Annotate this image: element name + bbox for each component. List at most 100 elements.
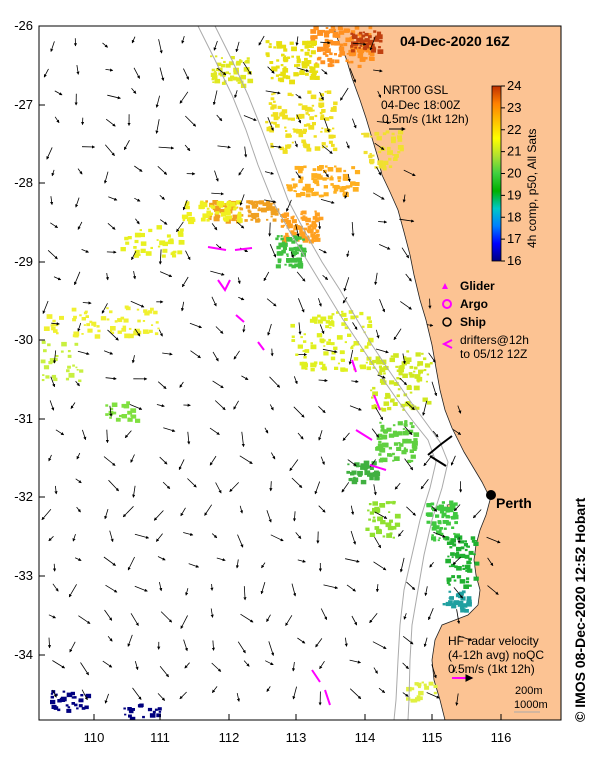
- sst-pixel: [292, 235, 298, 239]
- sst-pixel: [376, 529, 382, 535]
- current-vector: [298, 322, 302, 335]
- sst-pixel: [453, 579, 457, 582]
- sst-pixel: [305, 112, 309, 115]
- current-vector: [266, 686, 271, 692]
- current-vector: [54, 116, 60, 124]
- sst-pixel: [210, 72, 216, 77]
- sst-pixel: [341, 310, 344, 313]
- sst-pixel: [291, 335, 295, 338]
- sst-pixel: [331, 313, 335, 316]
- sst-pixel: [442, 603, 446, 606]
- sst-pixel: [282, 149, 288, 154]
- sst-pixel: [282, 114, 288, 120]
- sst-pixel: [247, 214, 252, 218]
- sst-pixel: [289, 41, 294, 45]
- current-vector: [43, 68, 49, 78]
- sst-pixel: [310, 187, 314, 191]
- sst-pixel: [307, 44, 312, 48]
- current-vector: [452, 666, 457, 673]
- sst-pixel: [52, 319, 56, 323]
- sst-pixel: [291, 94, 294, 97]
- current-vector: [180, 301, 185, 312]
- sst-pixel: [78, 704, 83, 708]
- sst-pixel: [380, 425, 385, 429]
- sst-pixel: [341, 369, 345, 372]
- current-vector: [129, 404, 143, 410]
- sst-pixel: [421, 352, 424, 355]
- current-vector: [345, 558, 360, 563]
- sst-pixel: [313, 173, 319, 179]
- sst-pixel: [306, 123, 311, 127]
- sst-pixel: [449, 503, 456, 509]
- sst-pixel: [286, 255, 289, 257]
- sst-pixel: [314, 321, 318, 324]
- sst-pixel: [318, 56, 322, 60]
- sst-pixel: [304, 143, 311, 149]
- sst-pixel: [327, 315, 333, 320]
- sst-pixel: [214, 214, 219, 218]
- sst-pixel: [304, 349, 310, 353]
- sst-pixel: [454, 521, 458, 525]
- sst-pixel: [310, 73, 317, 79]
- current-vector: [239, 194, 245, 206]
- current-vector: [187, 478, 197, 488]
- current-vector: [402, 662, 409, 670]
- current-vector: [210, 608, 214, 618]
- sst-pixel: [321, 109, 326, 113]
- sst-pixel: [448, 590, 452, 593]
- current-vector: [158, 249, 162, 265]
- current-vector: [428, 352, 436, 363]
- sst-pixel: [329, 52, 333, 56]
- current-vector: [132, 271, 137, 280]
- sst-pixel: [232, 218, 236, 222]
- sst-pixel: [294, 263, 299, 268]
- sst-pixel: [352, 477, 359, 482]
- sst-pixel: [309, 318, 315, 323]
- sst-pixel: [466, 602, 472, 607]
- current-vector: [132, 687, 142, 700]
- sst-pixel: [135, 418, 141, 423]
- current-vector: [432, 430, 439, 438]
- sst-pixel: [306, 188, 311, 193]
- current-vector: [123, 140, 130, 151]
- sst-pixel: [128, 333, 134, 339]
- sst-pixel: [312, 46, 314, 48]
- sst-pixel: [332, 185, 337, 189]
- current-vector: [243, 115, 257, 121]
- sst-pixel: [303, 124, 308, 127]
- current-vector: [240, 613, 254, 623]
- lon-tick-label: 116: [491, 730, 512, 745]
- sst-pixel: [53, 357, 58, 362]
- sst-pixel: [150, 246, 153, 249]
- sst-pixel: [124, 713, 127, 716]
- sst-pixel: [354, 26, 360, 30]
- sst-pixel: [369, 466, 374, 470]
- sst-pixel: [118, 318, 123, 323]
- sst-pixel: [213, 216, 220, 222]
- current-vector: [109, 530, 114, 543]
- sst-pixel: [393, 382, 399, 386]
- sst-pixel: [311, 42, 316, 46]
- sst-pixel: [73, 315, 77, 319]
- sst-pixel: [319, 165, 324, 169]
- sst-pixel: [202, 213, 209, 219]
- sst-pixel: [332, 105, 337, 109]
- sst-pixel: [57, 699, 62, 703]
- sst-pixel: [372, 386, 376, 390]
- sst-pixel: [383, 430, 388, 434]
- sst-pixel: [51, 374, 57, 379]
- sst-pixel: [245, 60, 250, 64]
- current-vector: [486, 536, 501, 544]
- current-vector: [375, 584, 380, 593]
- sst-pixel: [451, 603, 454, 606]
- sst-pixel: [331, 64, 335, 67]
- sst-pixel: [150, 307, 154, 311]
- sst-pixel: [291, 264, 296, 269]
- sst-pixel: [300, 336, 303, 339]
- current-vector: [211, 296, 217, 307]
- sst-pixel: [430, 521, 437, 526]
- sst-pixel: [425, 512, 431, 517]
- sst-pixel: [307, 40, 312, 45]
- sst-pixel: [397, 130, 404, 135]
- sst-pixel: [451, 526, 455, 529]
